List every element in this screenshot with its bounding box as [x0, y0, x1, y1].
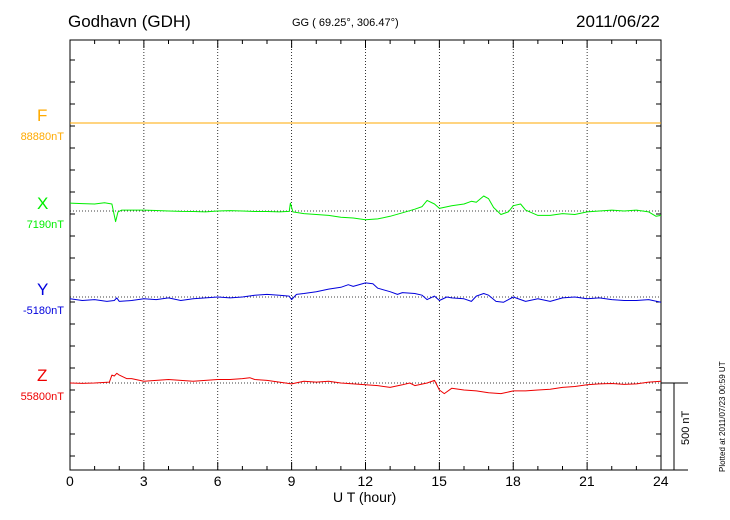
series-layer [69, 122, 662, 395]
series-baseline-f: 88880nT [20, 131, 64, 143]
series-name-z: Z [37, 366, 48, 385]
x-tick-label: 21 [579, 473, 595, 489]
series-baseline-z: 55800nT [20, 391, 64, 403]
station-title: Godhavn (GDH) [68, 12, 191, 31]
x-tick-label: 6 [213, 473, 222, 489]
x-tick-label: 15 [431, 473, 447, 489]
series-line-z [69, 372, 662, 395]
plot-frame [69, 39, 662, 471]
x-tick-label: 24 [653, 473, 669, 489]
series-name-x: X [37, 194, 49, 213]
plot-border [69, 39, 662, 471]
scale-bar [661, 382, 688, 471]
series-baseline-y: -5180nT [23, 305, 64, 317]
x-tick-label: 12 [357, 473, 374, 489]
x-tick-label: 9 [287, 473, 296, 489]
series-line-x [69, 195, 662, 223]
series-name-y: Y [37, 280, 49, 299]
x-tick-label: 18 [505, 473, 521, 489]
x-tick-label: 3 [139, 473, 148, 489]
plotted-timestamp: Plotted at 2011/07/23 00:59 UT [718, 361, 727, 472]
x-axis-label: U T (hour) [333, 489, 397, 505]
x-tick-label: 0 [66, 473, 74, 489]
scale-bar-label: 500 nT [680, 410, 692, 445]
grid-lines [70, 40, 661, 470]
date-title: 2011/06/22 [576, 12, 660, 31]
series-name-f: F [37, 106, 48, 125]
axis-ticks [69, 40, 662, 470]
series-line-y [69, 282, 662, 303]
series-baseline-x: 7190nT [26, 219, 64, 231]
station-coordinates: GG ( 69.25°, 306.47°) [292, 17, 399, 29]
